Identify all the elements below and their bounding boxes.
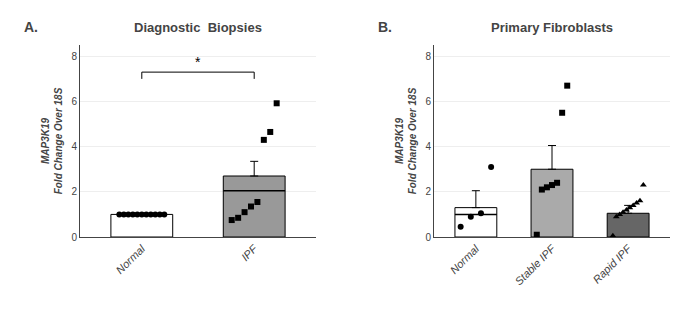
svg-text:2: 2 — [425, 186, 431, 197]
svg-text:8: 8 — [425, 51, 431, 62]
svg-text:4: 4 — [71, 141, 77, 152]
svg-text:Primary Fibroblasts: Primary Fibroblasts — [491, 20, 613, 35]
svg-text:6: 6 — [425, 96, 431, 107]
svg-text:4: 4 — [425, 141, 431, 152]
svg-text:*: * — [195, 54, 201, 70]
svg-text:Rapid IPF: Rapid IPF — [590, 242, 634, 286]
svg-text:MAP3K19Fold Change Over 18S: MAP3K19Fold Change Over 18S — [40, 87, 64, 194]
svg-text:MAP3K19Fold Change Over 18S: MAP3K19Fold Change Over 18S — [394, 87, 418, 194]
svg-text:Diagnostic Biopsies: Diagnostic Biopsies — [134, 20, 262, 35]
svg-text:Normal: Normal — [114, 242, 148, 276]
svg-text:0: 0 — [71, 232, 77, 243]
svg-text:A.: A. — [24, 19, 38, 35]
svg-text:Normal: Normal — [448, 242, 482, 276]
svg-text:B.: B. — [378, 19, 392, 35]
svg-text:IPF: IPF — [239, 242, 260, 263]
svg-text:2: 2 — [71, 186, 77, 197]
svg-text:8: 8 — [71, 51, 77, 62]
svg-text:0: 0 — [425, 232, 431, 243]
svg-text:Stable IPF: Stable IPF — [513, 242, 559, 288]
svg-text:6: 6 — [71, 96, 77, 107]
